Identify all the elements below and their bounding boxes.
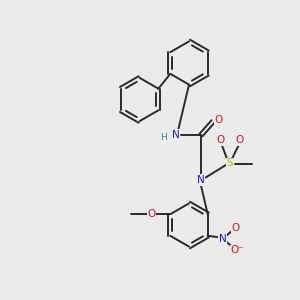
Text: N: N [197,175,205,185]
Text: O: O [231,223,239,233]
Text: N: N [219,234,226,244]
Text: O: O [148,209,156,219]
Text: H: H [160,134,167,142]
Text: O: O [216,135,225,145]
Text: O: O [214,115,223,125]
Text: N: N [172,130,179,140]
Text: S: S [226,158,233,169]
Text: O: O [236,135,244,145]
Text: O⁻: O⁻ [231,245,244,255]
